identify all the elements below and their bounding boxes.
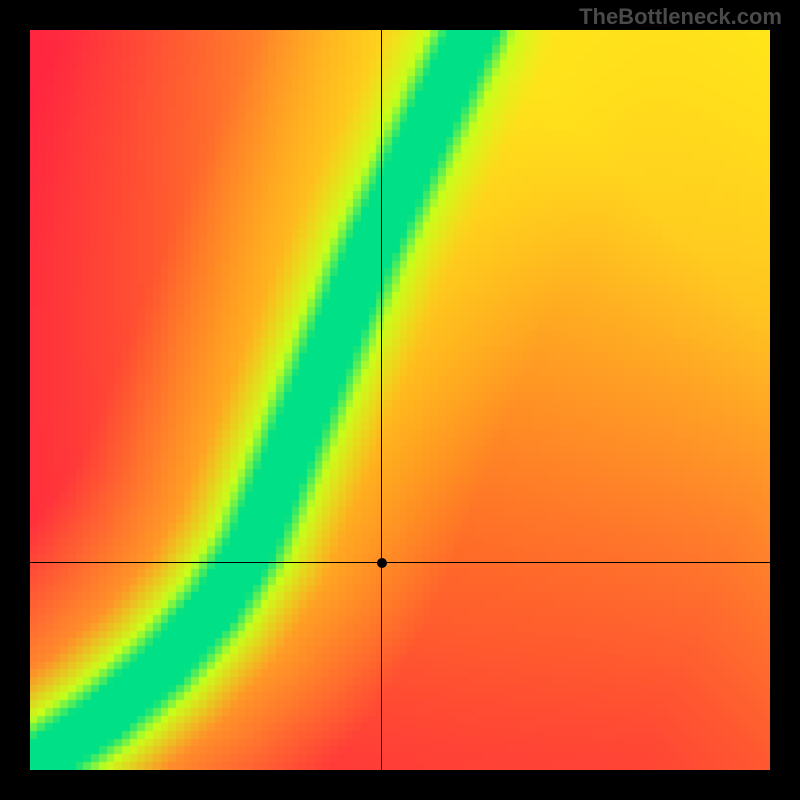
watermark-text: TheBottleneck.com	[579, 4, 782, 30]
crosshair-marker	[377, 558, 387, 568]
crosshair-vertical	[381, 30, 382, 770]
heatmap-canvas	[30, 30, 770, 770]
chart-container: TheBottleneck.com	[0, 0, 800, 800]
plot-area	[30, 30, 770, 770]
crosshair-horizontal	[30, 562, 770, 563]
